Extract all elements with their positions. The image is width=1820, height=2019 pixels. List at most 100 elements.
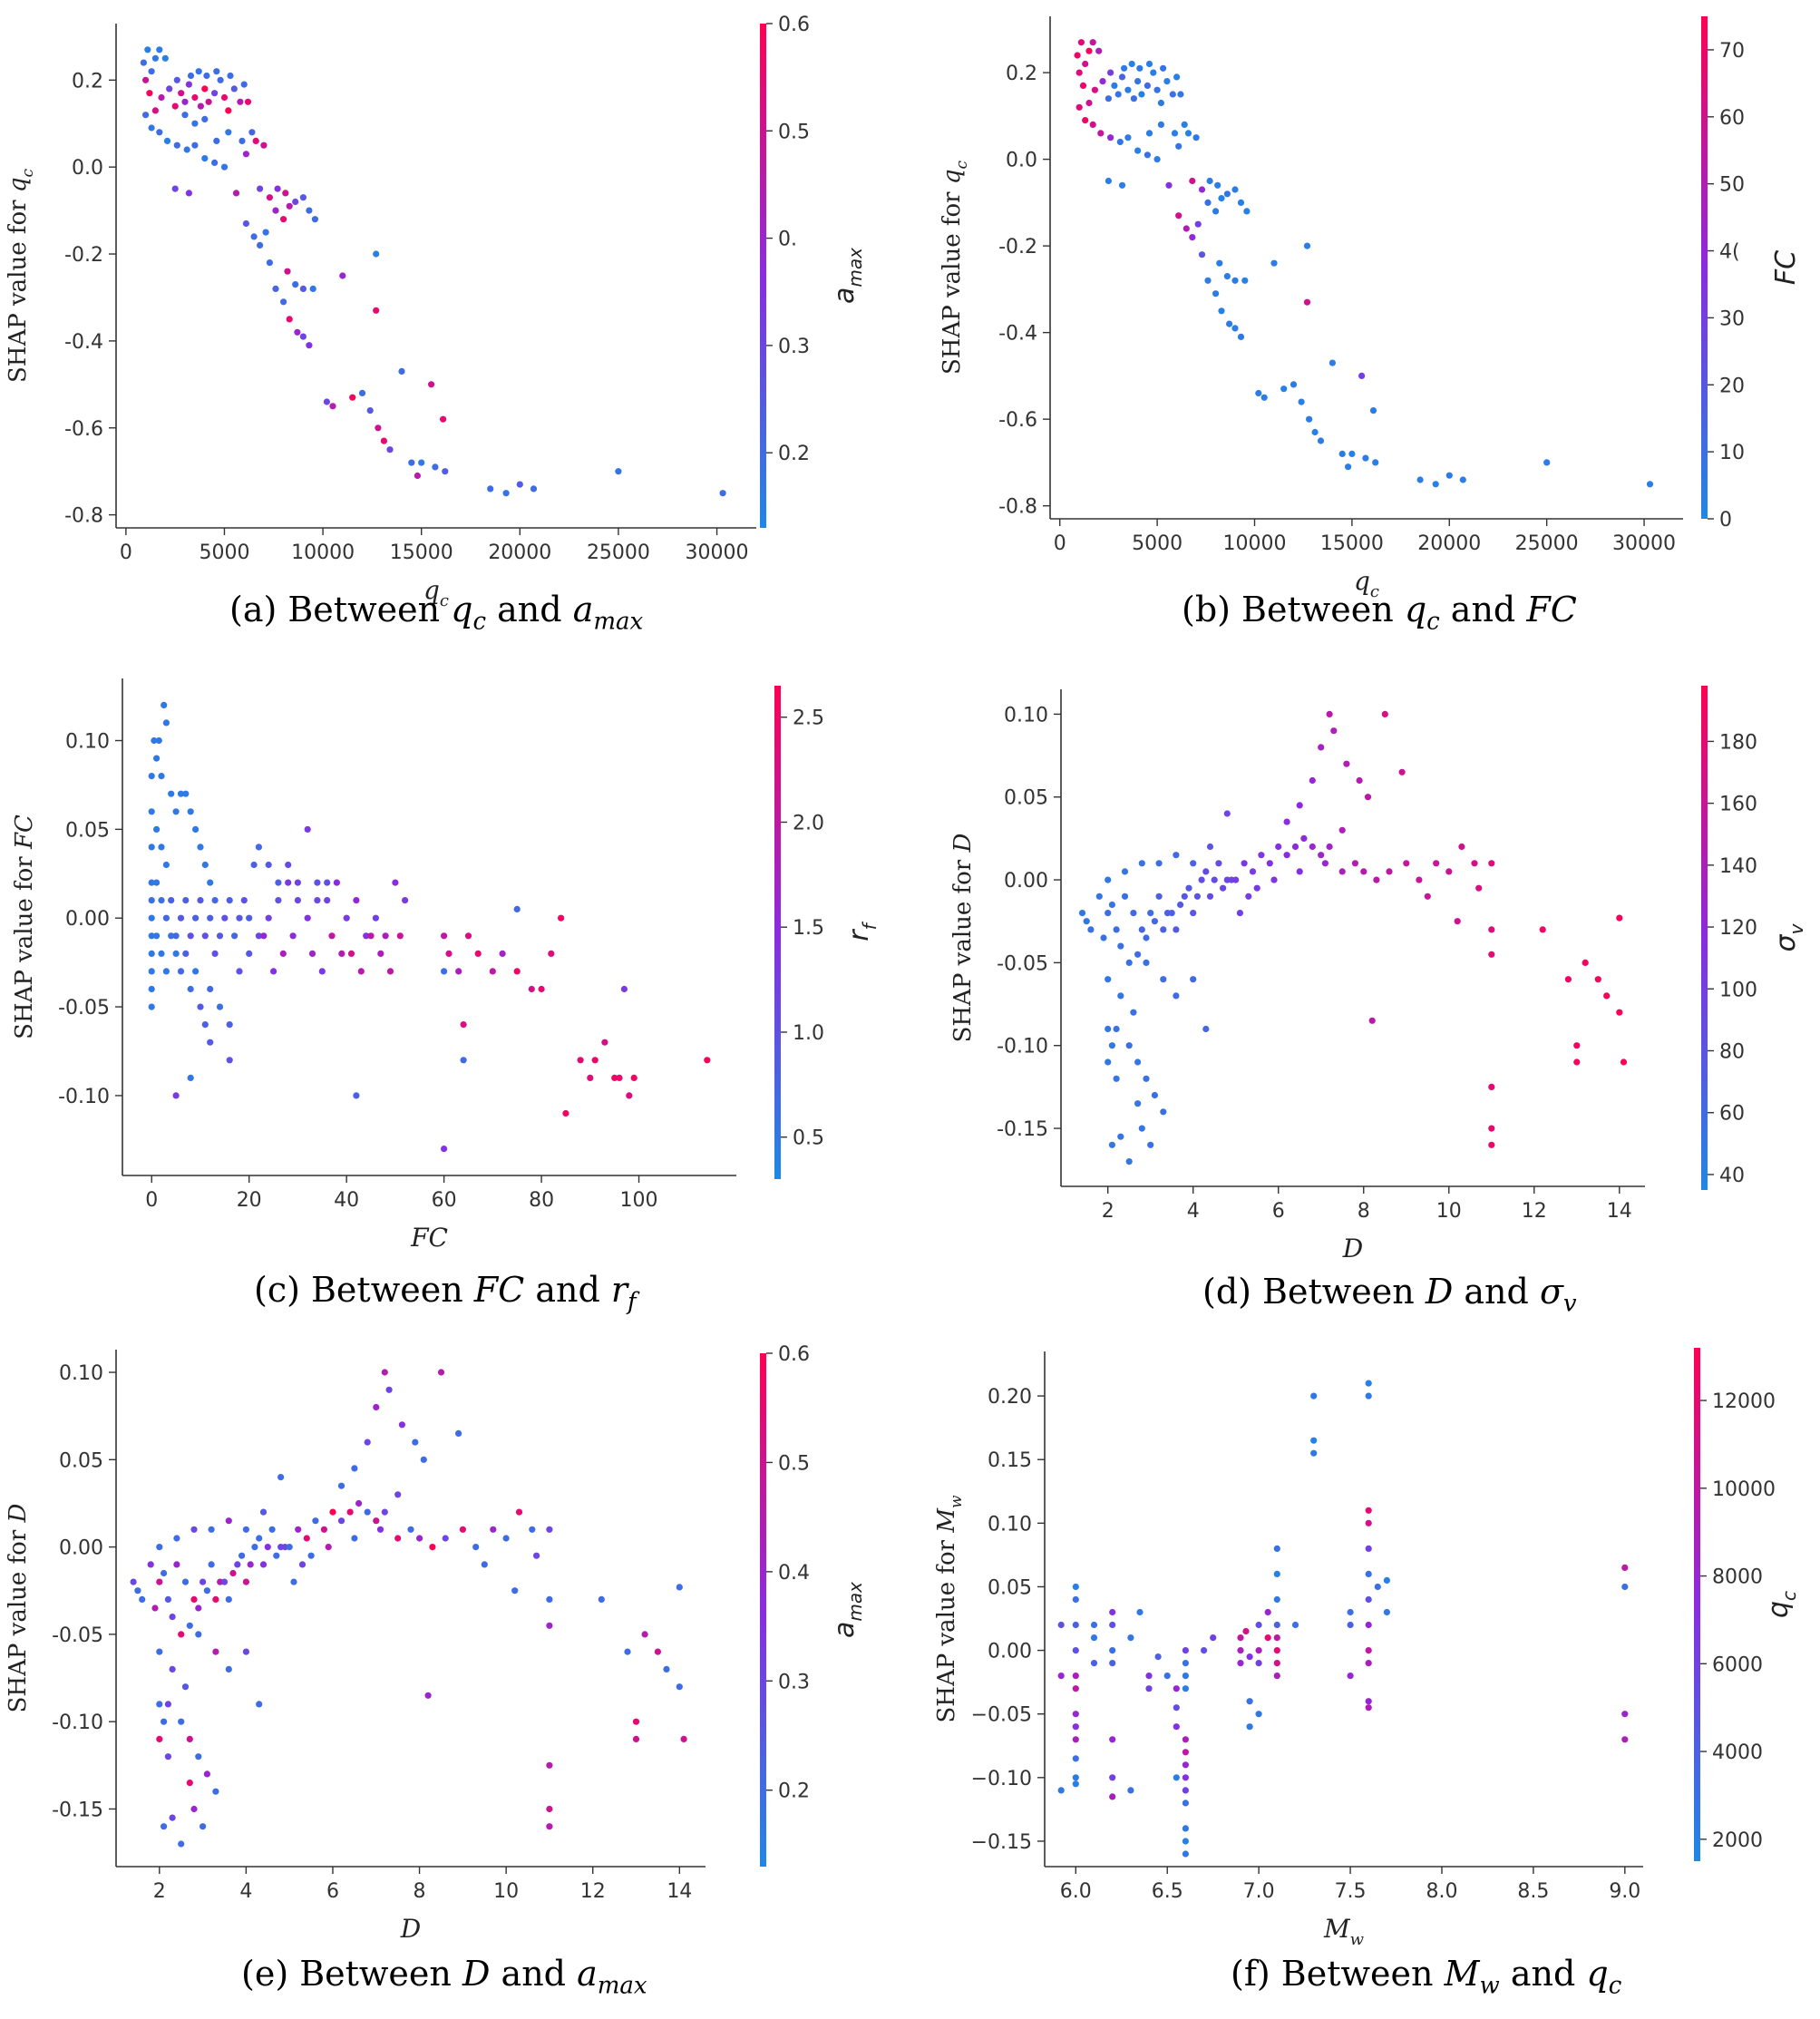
data-point [153,932,161,940]
data-point [1403,860,1410,867]
data-point [704,1057,711,1064]
data-point [351,1465,358,1472]
data-point [190,1595,198,1603]
data-point [181,1578,190,1585]
data-point [587,1074,594,1081]
data-point [329,1508,336,1516]
data-point [1365,1380,1372,1387]
caption-part: qc [1586,1954,1622,2000]
data-point [1273,1545,1280,1552]
data-point [207,914,214,922]
data-point [364,1439,371,1446]
data-point [1072,1774,1079,1781]
caption-part: and [501,1954,567,1994]
y-tick-label: 0.05 [65,819,110,842]
data-point [1283,852,1290,859]
data-point [187,932,194,940]
data-point [611,1074,618,1081]
caption-part: and [1464,1272,1529,1312]
colorbar-tick-label: 20 [1719,375,1745,397]
data-point [284,268,291,275]
data-point [208,1561,215,1568]
data-point [357,968,365,975]
data-point [147,1561,154,1568]
x-tick-label: 40 [334,1189,359,1212]
data-point [173,1535,180,1542]
data-point [1130,1009,1137,1016]
data-point [187,72,195,80]
data-point [1338,868,1346,875]
x-tick-label: 15000 [390,541,453,564]
data-point [201,861,209,869]
data-point [1173,1723,1180,1731]
data-point [1182,1736,1189,1743]
data-point [339,272,346,279]
x-tick-label: 7.0 [1243,1880,1275,1903]
x-tick-label: 25000 [1515,532,1579,555]
data-point [230,85,238,93]
data-point [641,1631,648,1638]
y-tick-label: -0.15 [52,1799,103,1821]
y-axis-label: SHAP value for Mw [933,1495,966,1723]
data-point [1309,776,1316,785]
data-point [1072,1736,1079,1743]
data-point [1182,1774,1189,1781]
data-point [183,146,190,153]
data-point [299,285,307,292]
colorbar [1701,686,1708,1190]
data-point [162,719,170,727]
data-point [1160,1108,1167,1116]
x-tick-label: 10000 [291,541,355,564]
data-point [1273,1660,1280,1667]
y-tick-label: -0.8 [64,505,103,528]
x-tick-label: 60 [432,1189,457,1212]
data-point [1202,868,1210,875]
caption-part: D [1425,1272,1454,1312]
data-point [213,137,220,144]
data-point [1264,1634,1271,1642]
data-point [1416,476,1424,483]
data-point [1155,892,1163,900]
data-point [1125,1042,1133,1049]
colorbar-tick-label: 0.4 [778,1562,810,1585]
data-point [1231,325,1239,332]
data-point [148,932,155,940]
data-point [182,790,190,797]
data-point [280,216,287,223]
data-point [1270,259,1278,267]
data-point [1273,1634,1280,1642]
data-point [171,185,179,192]
data-point [1105,1058,1112,1066]
data-point [216,932,224,940]
data-point [437,1369,445,1376]
data-point [1245,892,1252,900]
data-point [265,861,272,869]
data-point [460,1057,467,1064]
data-point [1543,459,1551,466]
data-point [1109,1774,1116,1781]
data-point [236,914,243,922]
data-point [229,1569,237,1577]
data-point [515,1508,523,1516]
x-tick-label: 0 [145,1189,158,1212]
data-point [186,1735,193,1742]
data-point [151,54,159,62]
data-point [1488,951,1495,958]
data-point [1310,1392,1318,1400]
data-point [1130,910,1137,917]
colorbar-tick-label: 2000 [1712,1829,1763,1852]
caption-part: σv [1539,1272,1577,1318]
data-point [381,1508,388,1516]
data-point [303,1535,310,1542]
data-point [148,844,155,851]
data-point [1182,1749,1189,1756]
data-point [1348,450,1356,457]
data-point [1108,901,1115,909]
data-point [1202,1025,1210,1033]
x-tick-label: 0 [120,541,132,564]
data-point [1117,992,1124,1000]
y-tick-label: -0.15 [997,1118,1048,1141]
data-point [200,1578,207,1585]
caption-part: (b) Between [1182,590,1394,629]
data-point [156,1648,163,1655]
